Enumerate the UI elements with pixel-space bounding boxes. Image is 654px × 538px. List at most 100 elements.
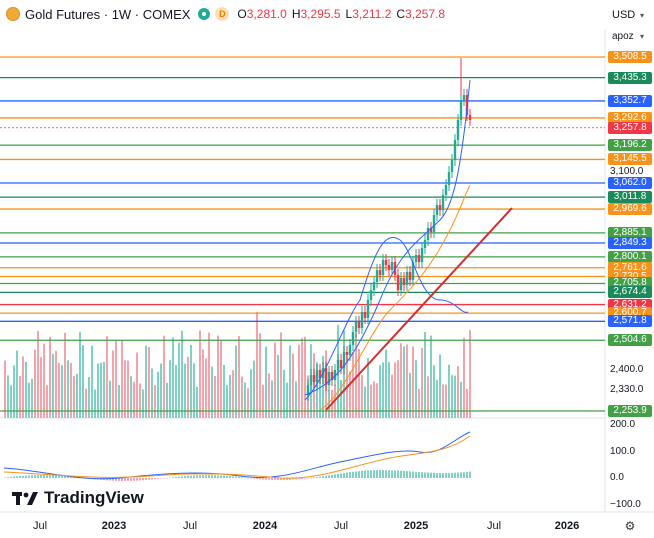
volume-bar [421, 347, 423, 418]
volume-bar [361, 375, 363, 418]
price-level-tag: 2,253.9 [608, 405, 652, 417]
macd-histogram-bar [229, 476, 231, 478]
volume-bar [64, 332, 66, 418]
volume-bar [232, 370, 234, 418]
volume-bar [160, 363, 162, 418]
volume-bar [376, 383, 378, 418]
candle-body [468, 115, 472, 120]
symbol-title[interactable]: Gold Futures · 1W · COMEX [25, 6, 191, 22]
candle-body [447, 172, 451, 185]
macd-histogram-bar [403, 470, 405, 478]
low-value: 3,211.2 [352, 7, 392, 21]
macd-histogram-bar [205, 475, 207, 478]
volume-bar [187, 356, 189, 418]
macd-histogram-bar [385, 470, 387, 478]
macd-histogram-bar [250, 478, 252, 479]
price-level-tag: 3,435.3 [608, 71, 652, 84]
volume-bar [61, 365, 63, 418]
macd-histogram-bar [280, 478, 282, 480]
macd-histogram-bar [376, 470, 378, 478]
volume-bar [52, 353, 54, 418]
volume-bar [244, 382, 246, 418]
macd-histogram-bar [364, 470, 366, 478]
volume-bar [76, 373, 78, 418]
volume-bar [322, 355, 324, 418]
macd-histogram-bar [139, 478, 141, 481]
macd-histogram-bar [286, 478, 288, 480]
volume-bar [85, 388, 87, 418]
macd-histogram-bar [31, 475, 33, 478]
volume-bar [148, 346, 150, 418]
macd-histogram-bar [349, 472, 351, 478]
macd-histogram-bar [127, 478, 129, 481]
volume-bar [145, 345, 147, 418]
volume-bar [109, 380, 111, 418]
time-axis-label: Jul [32, 520, 48, 532]
candle-body [396, 275, 400, 290]
volume-bar [94, 389, 96, 418]
macd-histogram-bar [67, 476, 69, 478]
macd-histogram-bar [400, 470, 402, 478]
gear-icon[interactable]: ⚙ [624, 519, 636, 533]
candle-body [336, 360, 340, 370]
macd-histogram-bar [325, 475, 327, 478]
volume-bar [415, 360, 417, 418]
macd-histogram-bar [358, 471, 360, 478]
volume-bar [409, 372, 411, 418]
volume-bar [184, 363, 186, 418]
macd-histogram-bar [49, 475, 51, 478]
price-level-tag: 2,969.6 [608, 203, 652, 216]
chart-header: Gold Futures · 1W · COMEX D O 3,281.0 H 3,… [6, 5, 450, 23]
scale-select[interactable]: apoz ▾ [608, 28, 648, 44]
volume-bar [130, 376, 132, 418]
macd-histogram-bar [193, 475, 195, 478]
macd-histogram-bar [328, 475, 330, 478]
price-tick-label: 2,400.0 [610, 363, 644, 375]
macd-line [3, 431, 471, 480]
macd-histogram-bar [19, 476, 21, 478]
volume-bar [379, 365, 381, 418]
volume-bar [202, 349, 204, 418]
volume-bar [4, 360, 6, 418]
volume-bar [445, 384, 447, 418]
volume-bar [115, 340, 117, 418]
volume-bar [88, 377, 90, 418]
macd-histogram-bar [109, 478, 111, 481]
moving-average [319, 184, 471, 411]
price-level-tag: 2,849.3 [608, 237, 652, 249]
volume-bar [298, 344, 300, 418]
macd-histogram-bar [313, 477, 315, 479]
volume-bar [400, 343, 402, 418]
macd-histogram-bar [292, 478, 294, 480]
close-label: C [396, 7, 406, 21]
candle-body [384, 260, 388, 265]
volume-bar [454, 375, 456, 418]
macd-histogram-bar [190, 475, 192, 478]
high-label: H [291, 7, 301, 21]
macd-histogram-bar [271, 478, 273, 480]
macd-histogram-bar [409, 471, 411, 478]
macd-histogram-bar [145, 478, 147, 481]
candle-body [339, 360, 343, 368]
volume-bar [301, 338, 303, 418]
volume-bar [247, 388, 249, 418]
price-level-tag: 3,196.2 [608, 139, 652, 152]
macd-histogram-bar [307, 478, 309, 479]
volume-bar [112, 350, 114, 418]
macd-histogram-bar [10, 476, 12, 478]
volume-bar [37, 330, 39, 418]
volume-bar [265, 346, 267, 418]
candle-body [333, 370, 337, 380]
candle-body [345, 352, 349, 355]
volume-bar [34, 349, 36, 418]
macd-histogram-bar [223, 475, 225, 478]
macd-histogram-bar [346, 472, 348, 478]
currency-select[interactable]: USD ▾ [608, 6, 648, 24]
candle-body [405, 272, 409, 285]
candle-body [369, 290, 373, 300]
macd-histogram-bar [151, 478, 153, 480]
price-level-tag: 2,504.6 [608, 334, 652, 347]
volume-bar [385, 349, 387, 418]
macd-histogram-bar [4, 477, 6, 479]
